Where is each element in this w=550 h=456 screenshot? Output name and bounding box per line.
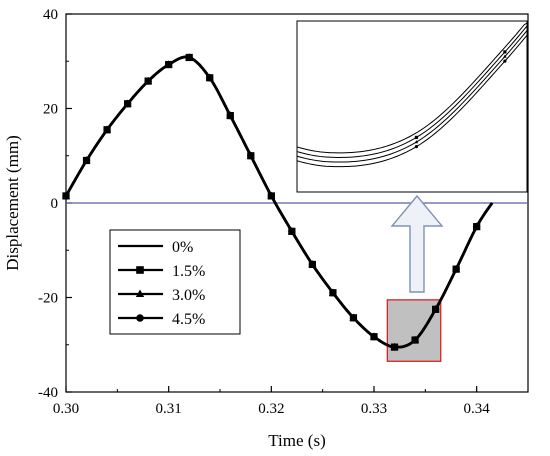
data-point-circle [329,289,337,297]
series-line-45 [64,55,494,349]
y-axis-label: Displacement (mm) [3,135,22,271]
inset-zoom [296,20,528,193]
data-point-circle [288,227,296,235]
legend-items: 0% 1.5% 3.0% 4.5% [118,239,205,328]
legend-frame [109,229,241,335]
inset-point-triangle [414,140,419,144]
x-axis-label: Time (s) [268,431,325,450]
data-point-circle [124,100,132,108]
y-tick-label: 40 [43,7,58,23]
data-point-circle [411,336,419,344]
data-point-circle [349,314,358,322]
y-tick-label: -20 [38,291,58,307]
data-point-circle [452,265,460,273]
highlight-region [386,299,442,362]
data-point-circle [308,260,316,269]
y-ticks: 40 20 0 -20 -40 [38,7,72,401]
y-tick-label: 20 [43,102,58,118]
data-point-circle [144,77,152,85]
x-tick-label: 0.34 [464,401,491,417]
data-point-circle [473,223,481,231]
series-group [64,55,494,349]
legend-label: 3.0% [172,287,205,304]
inset-point-square [414,135,419,140]
y-tick-label: 0 [51,196,59,212]
x-tick-label: 0.30 [53,401,79,417]
inset-point-circle [503,59,507,63]
inset-line-45 [296,34,528,168]
legend-marker-square [136,266,144,274]
x-tick-label: 0.33 [361,401,387,417]
data-point-circle [185,53,193,62]
data-point-circle [103,126,111,134]
data-point-circle [226,111,234,120]
inset-curves [296,22,528,168]
data-point-circle [82,156,91,165]
data-point-circle [370,333,378,341]
inset-point-triangle [503,54,507,58]
inset-point-circle [414,145,419,149]
x-ticks: 0.30 0.31 0.32 0.33 0.34 [53,386,490,417]
x-tick-label: 0.32 [258,401,284,417]
y-tick-label: -40 [38,385,58,401]
legend: 0% 1.5% 3.0% 4.5% [109,229,241,335]
data-point-circle [247,152,255,160]
data-point-circle [62,192,70,200]
data-point-circle [432,305,440,313]
inset-frame [296,20,528,193]
inset-point-square [503,50,507,54]
zoom-arrow [390,194,444,293]
inset-line-30 [296,30,528,163]
legend-label: 1.5% [172,263,205,280]
data-point-circle [390,343,399,351]
data-point-circle [267,192,275,200]
marker-group [62,53,481,351]
legend-label: 0% [172,239,193,256]
inset-line-15 [296,25,528,158]
data-point-circle [165,60,173,69]
legend-marker-triangle [135,289,145,298]
data-point-circle [206,74,214,82]
inset-line-0 [296,22,528,154]
x-tick-label: 0.31 [156,401,182,417]
legend-marker-circle [136,314,144,322]
legend-label: 4.5% [172,311,205,328]
